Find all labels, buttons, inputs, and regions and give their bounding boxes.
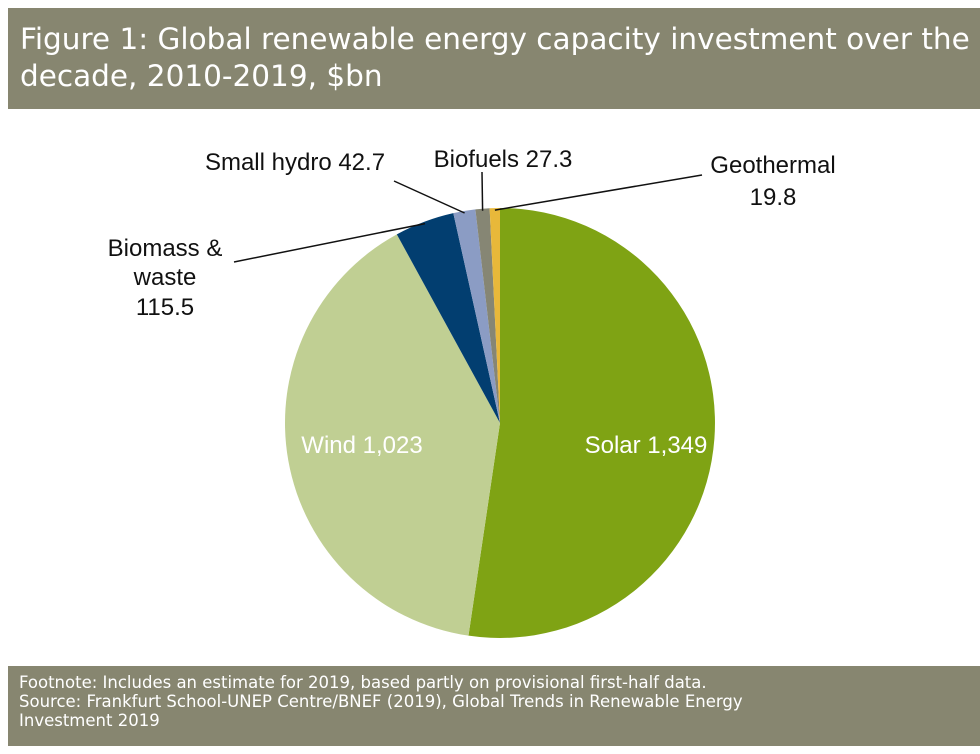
pie-slices [284,208,715,638]
leader-line-biofuels [481,171,484,211]
slice-label-biomass-waste: Biomass & [108,235,223,262]
slice-label-small-hydro: Small hydro 42.7 [205,149,385,176]
slice-label-biofuels: Biofuels 27.3 [434,146,573,173]
pie-slice-biomass-waste [396,213,500,423]
slice-label-biomass-waste: waste [133,264,197,291]
slice-label-solar: Solar 1,349 [585,432,708,459]
slice-labels: Solar 1,349 Wind 1,023 Biomass &waste 115.5… [108,146,836,459]
footer: Footnote: Includes an estimate for 2019,… [8,666,980,746]
chart-title: Figure 1: Global renewable energy capaci… [20,21,980,95]
chart-title-line: decade, 2010-2019, $bn [20,59,383,93]
source-text: Source: Frankfurt School-UNEP Centre/BNE… [19,692,980,730]
chart-title-line: Figure 1: Global renewable energy capaci… [20,22,970,56]
pie-chart: Solar 1,349 Wind 1,023 Biomass & waste 115.5… [8,109,980,666]
leader-lines [233,171,703,263]
slice-label-wind: Wind 1,023 [301,432,422,459]
pie-slice-wind [284,234,500,636]
pie-slice-geothermal [489,208,500,423]
source-line: Investment 2019 [19,711,160,730]
pie-slice-solar [468,208,715,638]
slice-label-geothermal: 19.8 [750,184,797,211]
source-line: Source: Frankfurt School-UNEP Centre/BNE… [19,692,743,711]
slice-label-biomass-waste: 115.5 [136,294,194,321]
pie-slice-small-hydro [453,209,500,423]
leader-line-small-hydro [393,180,465,214]
leader-line-biomass-waste [233,222,426,263]
slice-label-geothermal: Geothermal [710,152,835,179]
footnote-text: Footnote: Includes an estimate for 2019,… [19,673,707,692]
title-bar: Figure 1: Global renewable energy capaci… [8,8,980,109]
pie-slice-biofuels [475,208,500,423]
leader-line-geothermal [494,174,703,211]
pie-chart-svg: Solar 1,349 Wind 1,023 Biomass &waste 115.5… [108,146,836,638]
